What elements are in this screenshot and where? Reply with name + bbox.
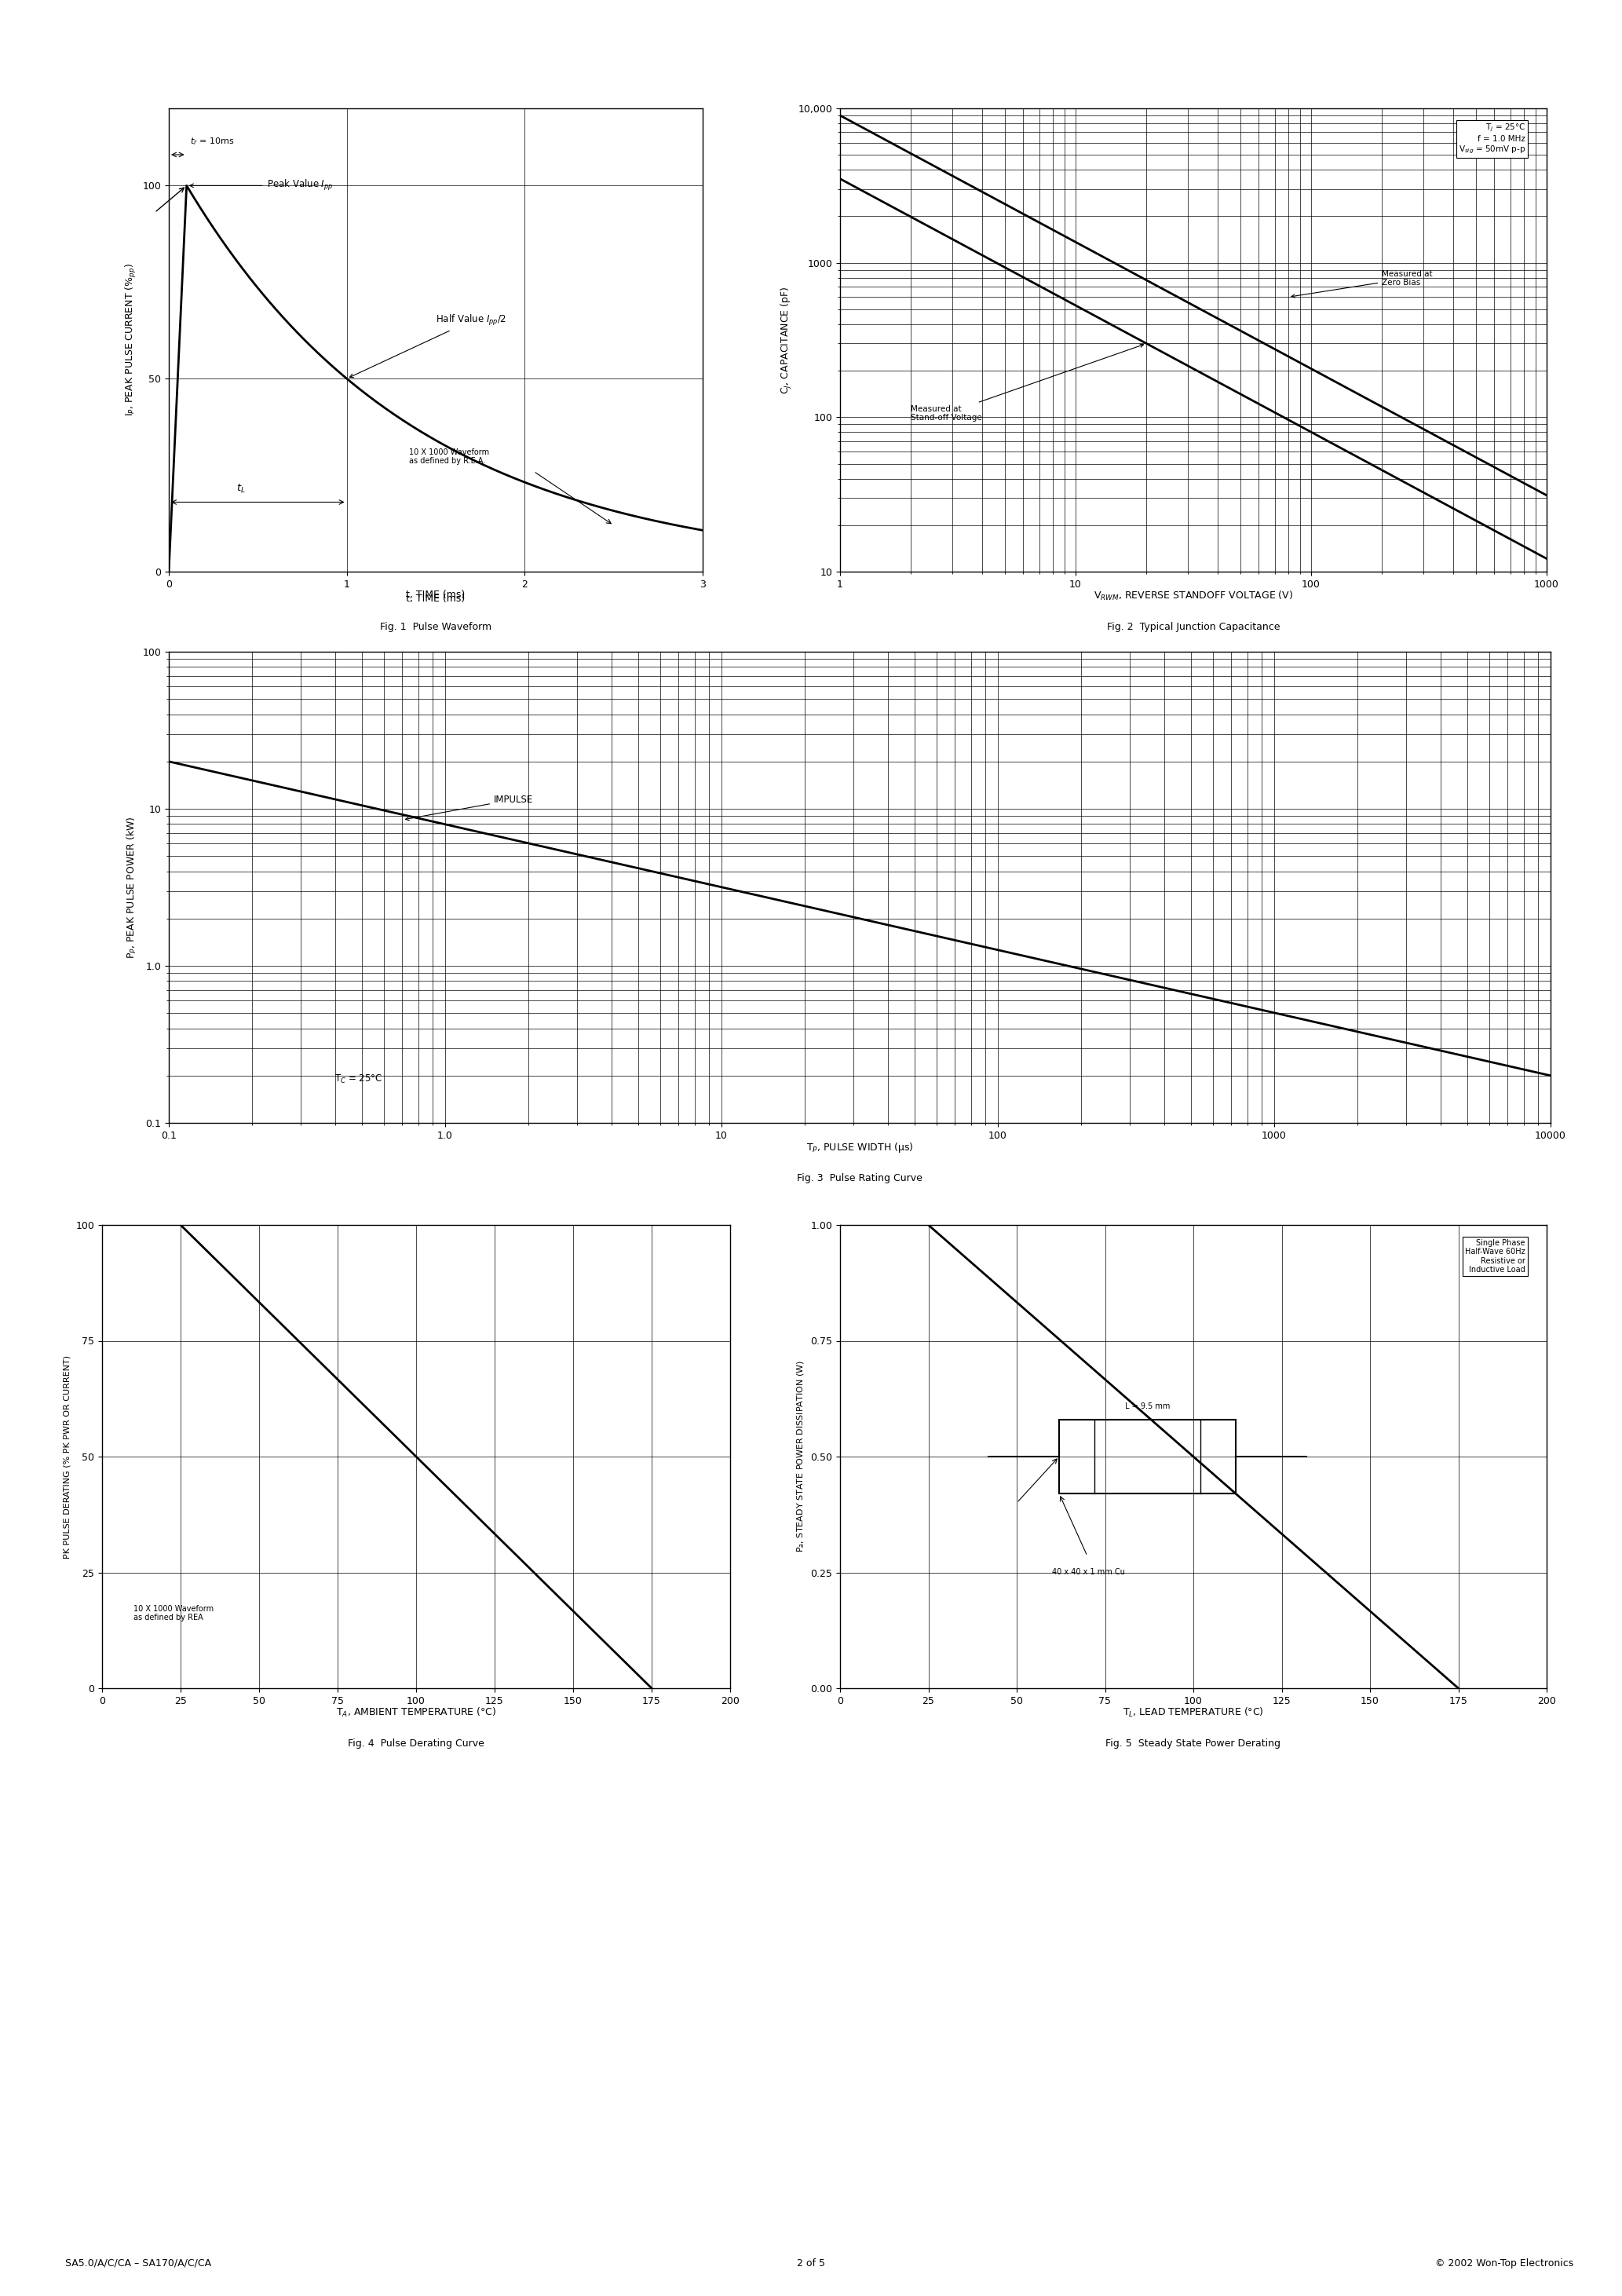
Text: 2 of 5: 2 of 5 [796,2259,826,2268]
FancyBboxPatch shape [1059,1419,1236,1495]
Text: Peak Value $I_{pp}$: Peak Value $I_{pp}$ [190,179,333,193]
Y-axis label: P$_a$, STEADY STATE POWER DISSIPATION (W): P$_a$, STEADY STATE POWER DISSIPATION (W… [795,1362,806,1552]
Y-axis label: I$_P$, PEAK PULSE CURRENT (%$_{pp}$): I$_P$, PEAK PULSE CURRENT (%$_{pp}$) [123,264,138,416]
Text: Fig. 4  Pulse Derating Curve: Fig. 4 Pulse Derating Curve [347,1738,485,1750]
Text: Half Value $I_{pp}$/2: Half Value $I_{pp}$/2 [350,315,506,377]
Text: T$_j$ = 25°C
f = 1.0 MHz
V$_{sig}$ = 50mV p-p: T$_j$ = 25°C f = 1.0 MHz V$_{sig}$ = 50m… [1458,122,1525,156]
Text: 40 x 40 x 1 mm Cu: 40 x 40 x 1 mm Cu [1053,1568,1126,1575]
Text: Measured at
Stand-off Voltage: Measured at Stand-off Voltage [912,344,1144,422]
Text: Fig. 1  Pulse Waveform: Fig. 1 Pulse Waveform [380,622,491,631]
Text: SA5.0/A/C/CA – SA170/A/C/CA: SA5.0/A/C/CA – SA170/A/C/CA [65,2259,211,2268]
Y-axis label: PK PULSE DERATING (% PK PWR OR CURRENT): PK PULSE DERATING (% PK PWR OR CURRENT) [63,1355,71,1559]
Text: Fig. 3  Pulse Rating Curve: Fig. 3 Pulse Rating Curve [796,1173,923,1185]
Text: t, TIME (ms): t, TIME (ms) [406,590,466,599]
Text: 10 X 1000 Waveform
as defined by R.E.A.: 10 X 1000 Waveform as defined by R.E.A. [409,448,490,466]
Y-axis label: C$_J$, CAPACITANCE (pF): C$_J$, CAPACITANCE (pF) [780,287,793,395]
Text: L = 9.5 mm: L = 9.5 mm [1126,1403,1169,1410]
Text: Fig. 2  Typical Junction Capacitance: Fig. 2 Typical Junction Capacitance [1106,622,1280,631]
Text: © 2002 Won-Top Electronics: © 2002 Won-Top Electronics [1435,2259,1573,2268]
Text: IMPULSE: IMPULSE [406,794,534,820]
Text: Measured at
Zero Bias: Measured at Zero Bias [1291,271,1432,298]
Text: T$_C$ = 25°C: T$_C$ = 25°C [334,1072,383,1086]
Text: Fig. 5  Steady State Power Derating: Fig. 5 Steady State Power Derating [1106,1738,1281,1750]
Text: Single Phase
Half-Wave 60Hz
Resistive or
Inductive Load: Single Phase Half-Wave 60Hz Resistive or… [1465,1240,1525,1274]
X-axis label: t, TIME (ms): t, TIME (ms) [406,595,466,604]
Text: $t_L$: $t_L$ [237,482,245,494]
Text: T$_L$, LEAD TEMPERATURE (°C): T$_L$, LEAD TEMPERATURE (°C) [1122,1706,1264,1720]
Y-axis label: P$_P$, PEAK PULSE POWER (kW): P$_P$, PEAK PULSE POWER (kW) [125,815,138,957]
Text: $t_r$ = 10ms: $t_r$ = 10ms [190,135,235,147]
Text: V$_{RWM}$, REVERSE STANDOFF VOLTAGE (V): V$_{RWM}$, REVERSE STANDOFF VOLTAGE (V) [1093,590,1293,602]
Text: T$_A$, AMBIENT TEMPERATURE (°C): T$_A$, AMBIENT TEMPERATURE (°C) [336,1706,496,1720]
Text: T$_P$, PULSE WIDTH (μs): T$_P$, PULSE WIDTH (μs) [806,1141,913,1155]
Text: 10 X 1000 Waveform
as defined by REA: 10 X 1000 Waveform as defined by REA [133,1605,214,1621]
